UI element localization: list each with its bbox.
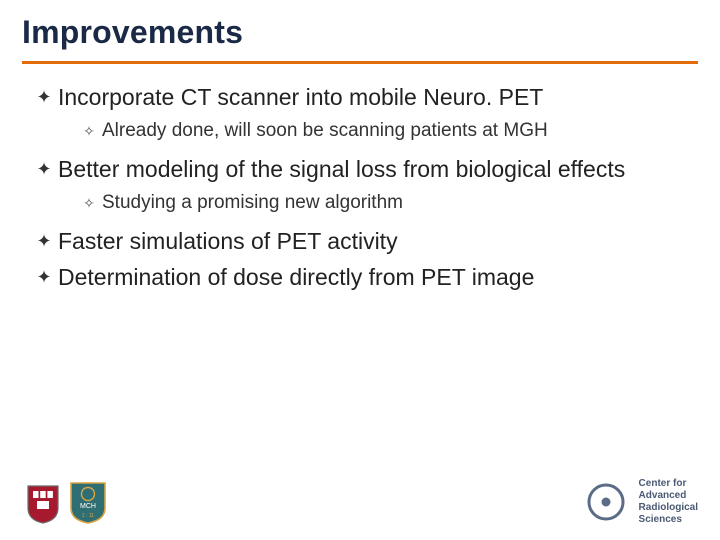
cars-line: Radiological <box>639 502 698 514</box>
sub-list-item: ✧ Already done, will soon be scanning pa… <box>30 118 690 144</box>
list-item-text: Better modeling of the signal loss from … <box>58 154 625 184</box>
star-outline-bullet-icon: ✧ <box>76 118 102 144</box>
list-item-text: Incorporate CT scanner into mobile Neuro… <box>58 82 543 112</box>
cars-line: Center for <box>639 478 698 490</box>
footer-right-logo-block: Center for Advanced Radiological Science… <box>583 478 698 526</box>
star-bullet-icon: ✦ <box>30 154 58 184</box>
title-wrap: Improvements <box>0 0 720 51</box>
cars-text: Center for Advanced Radiological Science… <box>639 478 698 526</box>
harvard-shield-icon <box>26 484 60 524</box>
list-item: ✦ Better modeling of the signal loss fro… <box>30 154 690 184</box>
list-item-text: Determination of dose directly from PET … <box>58 262 534 292</box>
sub-list-item-text: Already done, will soon be scanning pati… <box>102 118 548 144</box>
footer: MCH 1 : 11 Center for A <box>0 470 720 540</box>
page-title: Improvements <box>22 14 698 51</box>
star-bullet-icon: ✦ <box>30 82 58 112</box>
mch-year: 1 : 11 <box>82 513 94 519</box>
footer-left-logos: MCH 1 : 11 <box>26 480 108 524</box>
list-item: ✦ Incorporate CT scanner into mobile Neu… <box>30 82 690 112</box>
cars-swirl-icon <box>583 479 629 525</box>
slide: Improvements ✦ Incorporate CT scanner in… <box>0 0 720 540</box>
sub-list-item: ✧ Studying a promising new algorithm <box>30 190 690 216</box>
list-item-text: Faster simulations of PET activity <box>58 226 398 256</box>
star-outline-bullet-icon: ✧ <box>76 190 102 216</box>
star-bullet-icon: ✦ <box>30 262 58 292</box>
mch-label: MCH <box>80 503 96 510</box>
list-item: ✦ Faster simulations of PET activity <box>30 226 690 256</box>
star-bullet-icon: ✦ <box>30 226 58 256</box>
cars-line: Advanced <box>639 490 698 502</box>
cars-line: Sciences <box>639 514 698 526</box>
list-item: ✦ Determination of dose directly from PE… <box>30 262 690 292</box>
content: ✦ Incorporate CT scanner into mobile Neu… <box>0 64 720 292</box>
mch-badge-icon: MCH 1 : 11 <box>68 480 108 524</box>
sub-list-item-text: Studying a promising new algorithm <box>102 190 403 216</box>
